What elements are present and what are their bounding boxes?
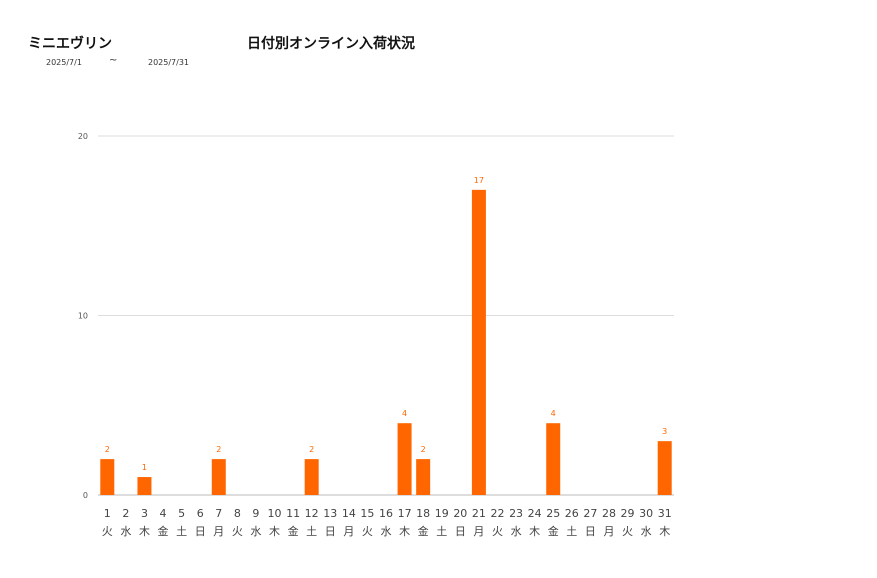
x-tick-weekday-label: 土 — [566, 525, 577, 538]
bar-value-label: 1 — [142, 463, 147, 472]
x-tick-day-label: 10 — [268, 507, 282, 520]
y-tick-label: 10 — [78, 312, 88, 321]
x-tick-weekday-label: 月 — [213, 525, 224, 538]
x-tick-weekday-label: 水 — [641, 525, 652, 538]
x-tick-day-label: 26 — [565, 507, 579, 520]
x-tick-day-label: 5 — [178, 507, 185, 520]
x-tick-day-label: 25 — [546, 507, 560, 520]
x-tick-weekday-label: 金 — [288, 524, 299, 538]
x-tick-weekday-label: 木 — [529, 525, 540, 538]
x-tick-day-label: 28 — [602, 507, 616, 520]
bar — [471, 189, 486, 495]
bar-value-label: 3 — [662, 427, 667, 436]
x-tick-weekday-label: 土 — [306, 525, 317, 538]
bar — [416, 459, 431, 495]
x-tick-weekday-label: 水 — [250, 525, 261, 538]
y-tick-label: 20 — [78, 132, 88, 141]
x-tick-weekday-label: 木 — [659, 525, 670, 538]
bar-value-label: 17 — [474, 176, 484, 185]
x-tick-day-label: 16 — [379, 507, 393, 520]
x-tick-weekday-label: 日 — [585, 525, 596, 538]
x-tick-day-label: 9 — [252, 507, 259, 520]
x-tick-weekday-label: 月 — [603, 525, 614, 538]
x-tick-weekday-label: 水 — [120, 525, 131, 538]
bar-value-label: 2 — [216, 445, 221, 454]
x-tick-day-label: 3 — [141, 507, 148, 520]
y-tick-label: 0 — [83, 491, 88, 500]
chart-title: 日付別オンライン入荷状況 — [247, 36, 415, 52]
x-tick-day-label: 24 — [528, 507, 542, 520]
bar-value-label: 2 — [309, 445, 314, 454]
bar-value-label: 4 — [402, 409, 407, 418]
date-to: 2025/7/31 — [148, 58, 190, 67]
x-tick-weekday-label: 金 — [158, 524, 169, 538]
x-tick-weekday-label: 木 — [269, 525, 280, 538]
x-tick-day-label: 23 — [509, 507, 523, 520]
x-tick-weekday-label: 火 — [362, 525, 373, 538]
x-tick-day-label: 4 — [160, 507, 167, 520]
x-tick-day-label: 12 — [305, 507, 319, 520]
x-tick-day-label: 1 — [104, 507, 111, 520]
bar — [397, 423, 412, 495]
x-tick-weekday-label: 日 — [455, 525, 466, 538]
x-tick-weekday-label: 日 — [325, 525, 336, 538]
x-tick-weekday-label: 日 — [195, 525, 206, 538]
x-tick-weekday-label: 金 — [418, 524, 429, 538]
x-tick-day-label: 14 — [342, 507, 356, 520]
product-name: ミニエヴリン — [28, 36, 112, 52]
bar-value-label: 4 — [551, 409, 556, 418]
x-tick-day-label: 31 — [658, 507, 672, 520]
x-tick-weekday-label: 土 — [436, 525, 447, 538]
x-tick-weekday-label: 月 — [473, 525, 484, 538]
x-tick-weekday-label: 火 — [232, 525, 243, 538]
x-tick-day-label: 19 — [435, 507, 449, 520]
x-tick-day-label: 22 — [490, 507, 504, 520]
x-tick-day-label: 7 — [215, 507, 222, 520]
bar — [657, 441, 672, 495]
x-tick-weekday-label: 火 — [622, 525, 633, 538]
x-tick-weekday-label: 金 — [548, 524, 559, 538]
bar-value-label: 2 — [105, 445, 110, 454]
x-tick-weekday-label: 火 — [102, 525, 113, 538]
x-tick-weekday-label: 木 — [399, 525, 410, 538]
date-from: 2025/7/1 — [46, 58, 82, 67]
x-tick-day-label: 2 — [122, 507, 129, 520]
x-tick-weekday-label: 月 — [343, 525, 354, 538]
bar — [100, 459, 115, 495]
x-tick-day-label: 30 — [639, 507, 653, 520]
x-tick-day-label: 20 — [453, 507, 467, 520]
bar-value-label: 2 — [421, 445, 426, 454]
date-separator: ~ — [109, 55, 118, 66]
x-tick-weekday-label: 水 — [511, 525, 522, 538]
x-tick-day-label: 11 — [286, 507, 300, 520]
bar — [137, 477, 152, 495]
x-tick-day-label: 27 — [583, 507, 597, 520]
bar — [304, 459, 319, 495]
x-tick-day-label: 8 — [234, 507, 241, 520]
x-tick-day-label: 13 — [323, 507, 337, 520]
bar — [546, 423, 561, 495]
x-tick-weekday-label: 木 — [139, 525, 150, 538]
x-tick-weekday-label: 土 — [176, 525, 187, 538]
x-tick-day-label: 21 — [472, 507, 486, 520]
x-tick-day-label: 15 — [360, 507, 374, 520]
bar — [211, 459, 226, 495]
x-tick-day-label: 6 — [197, 507, 204, 520]
x-tick-weekday-label: 火 — [492, 525, 503, 538]
x-tick-day-label: 18 — [416, 507, 430, 520]
x-tick-day-label: 17 — [398, 507, 412, 520]
x-tick-day-label: 29 — [621, 507, 635, 520]
x-tick-weekday-label: 水 — [381, 525, 392, 538]
